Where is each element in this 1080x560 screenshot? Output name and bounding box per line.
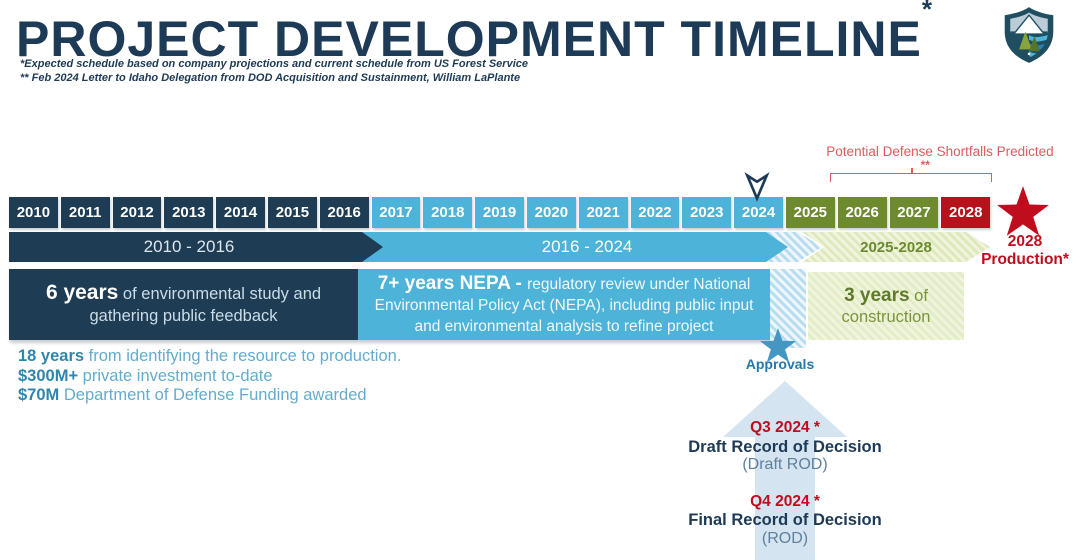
final-rod-sub: (ROD) — [761, 529, 809, 547]
year-cell-2023: 2023 — [682, 197, 732, 228]
stat-line-70m: $70M Department of Defense Funding award… — [18, 386, 401, 406]
stat-18-years-text: from identifying the resource to product… — [84, 347, 402, 365]
year-cell-2024: 2024 — [734, 197, 783, 228]
year-cell-2021: 2021 — [578, 197, 628, 228]
defense-shortfalls-label: Potential Defense Shortfalls Predicted — [826, 144, 1054, 159]
year-cell-2025: 2025 — [785, 197, 835, 228]
rod-milestones: Q3 2024 * Draft Record of Decision (Draf… — [640, 419, 930, 548]
construction-range-label: 2025-2028 — [860, 238, 932, 256]
year-cell-2016: 2016 — [319, 197, 369, 228]
nepa-years-bold: 7+ years NEPA - — [377, 272, 528, 294]
year-cell-2015: 2015 — [267, 197, 317, 228]
study-range-label: 2010 - 2016 — [143, 237, 235, 256]
stat-line-18-years: 18 years from identifying the resource t… — [18, 347, 401, 367]
stat-300m-text: private investment to-date — [78, 366, 273, 385]
construction-description-text: of construction — [841, 286, 931, 326]
draft-rod-title: Draft Record of Decision — [688, 437, 882, 456]
stat-line-300m: $300M+ private investment to-date — [18, 367, 401, 387]
year-cell-2013: 2013 — [164, 197, 214, 228]
shortfalls-bracket: ** — [830, 158, 992, 182]
year-cell-2014: 2014 — [216, 197, 265, 228]
year-cell-2022: 2022 — [630, 197, 680, 228]
stat-18-years-bold: 18 years — [18, 347, 85, 365]
study-description-text: of environmental study and gathering pub… — [89, 285, 322, 325]
year-2024-marker-icon — [743, 172, 771, 207]
q4-2024-date: Q4 2024 * — [750, 492, 820, 510]
approvals-label: Approvals — [745, 356, 815, 372]
study-years-bold: 6 years — [45, 281, 119, 304]
study-range-arrow: 2010 - 2016 — [9, 232, 383, 262]
rod-up-arrow-icon — [700, 375, 880, 560]
year-cell-2020: 2020 — [526, 197, 576, 228]
footnote-2: ** Feb 2024 Letter to Idaho Delegation f… — [20, 72, 521, 84]
year-cell-2027: 2027 — [889, 197, 939, 228]
nepa-description-text: regulatory review under National Environ… — [374, 275, 754, 335]
year-cell-2019: 2019 — [475, 197, 524, 228]
bracket-mid-tick — [911, 168, 913, 174]
nepa-range-arrow: 2016 - 2024 — [360, 232, 788, 262]
year-cell-2012: 2012 — [112, 197, 162, 228]
production-label: 2028 Production* — [975, 233, 1075, 269]
final-rod-title: Final Record of Decision — [688, 511, 882, 529]
year-cell-2026: 2026 — [837, 197, 887, 228]
production-star-icon — [996, 186, 1050, 243]
year-cell-2011: 2011 — [60, 197, 110, 228]
study-description-block: 6 years of environmental study and gathe… — [9, 269, 358, 340]
production-year: 2028 — [1007, 233, 1043, 250]
production-word: Production* — [981, 251, 1069, 268]
year-cell-2010: 2010 — [9, 197, 58, 228]
page-title-text: PROJECT DEVELOPMENT TIMELINE — [16, 11, 922, 67]
stat-70m-bold: $70M — [18, 386, 60, 404]
draft-rod-sub: (Draft ROD) — [742, 456, 828, 473]
construction-description-block: 3 years of construction — [808, 272, 964, 340]
timeline-year-row: 2010 2011 2012 2013 2014 2015 2016 2017 2018 2019… — [9, 197, 991, 228]
stat-70m-text: Department of Defense Funding awarded — [59, 386, 367, 404]
shield-mountain-logo-icon — [1004, 7, 1054, 63]
year-cell-2018: 2018 — [423, 197, 473, 228]
year-cell-2028: 2028 — [941, 197, 991, 228]
approvals-star-icon — [759, 328, 797, 369]
construction-range-arrow: 2025-2028 — [802, 232, 990, 262]
q3-2024-date: Q3 2024 * — [750, 419, 820, 436]
organization-logo — [1002, 6, 1056, 69]
stat-300m-bold: $300M+ — [18, 366, 79, 385]
nepa-range-label: 2016 - 2024 — [541, 237, 633, 256]
page-title: PROJECT DEVELOPMENT TIMELINE* — [16, 0, 932, 68]
title-asterisk: * — [921, 0, 932, 24]
construction-years-bold: 3 years — [844, 284, 910, 306]
shortfalls-footnote-marker: ** — [920, 158, 930, 172]
key-stats: 18 years from identifying the resource t… — [18, 347, 401, 406]
year-cell-2017: 2017 — [371, 197, 421, 228]
footnotes: *Expected schedule based on company proj… — [20, 57, 528, 85]
nepa-description-block: 7+ years NEPA - regulatory review under … — [358, 269, 770, 340]
footnote-1: *Expected schedule based on company proj… — [20, 58, 528, 70]
